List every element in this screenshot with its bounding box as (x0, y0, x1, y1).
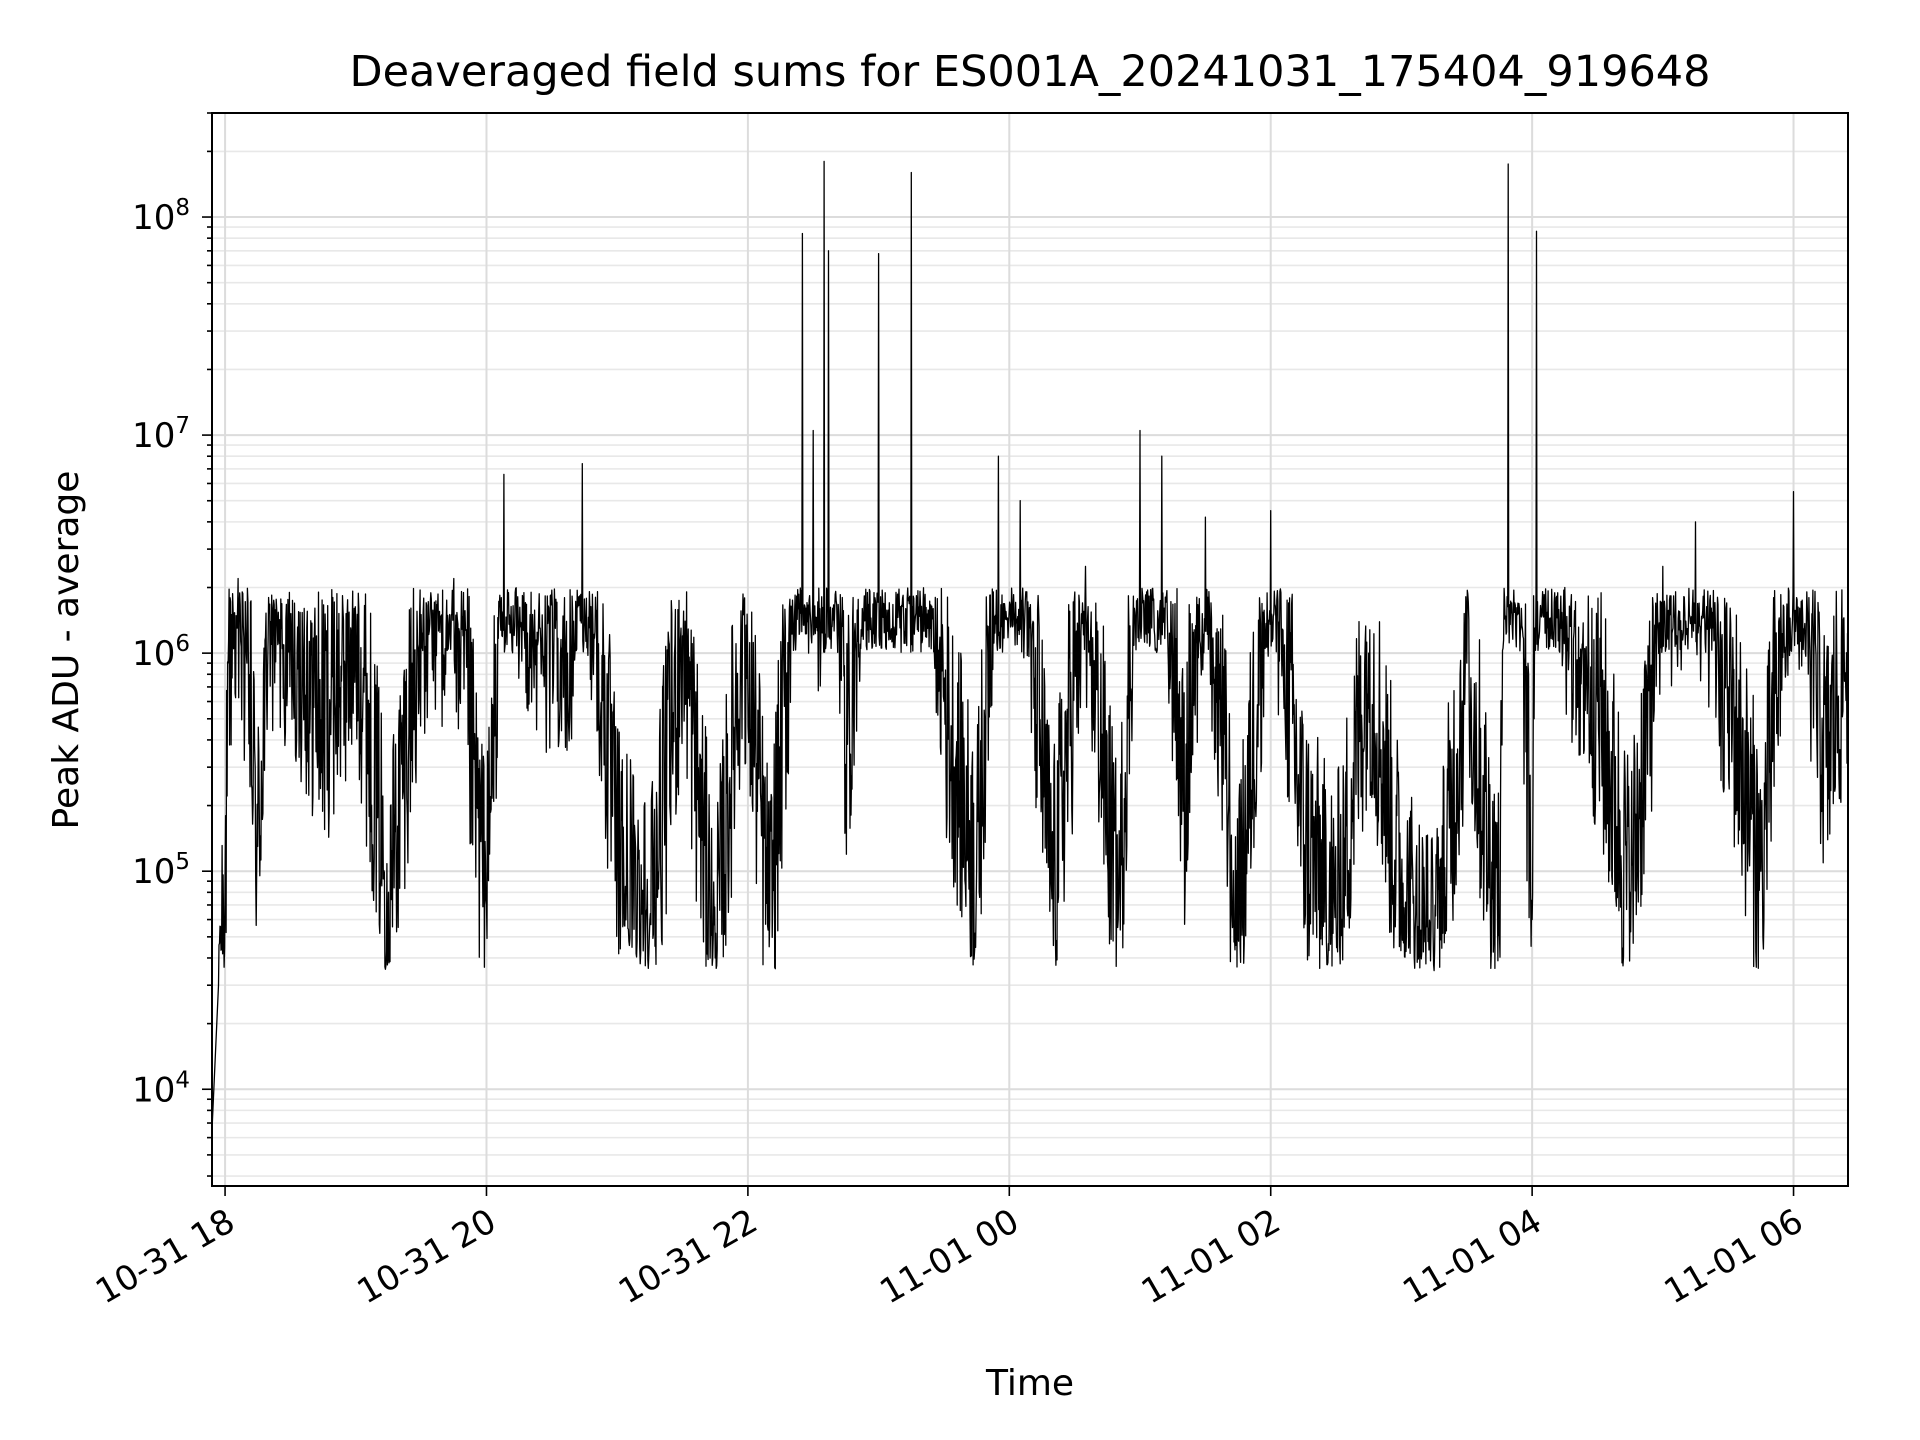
plot-area-frame (211, 112, 1849, 1187)
y-tick-label: 105 (132, 849, 190, 892)
x-axis-label: Time (985, 1363, 1074, 1404)
chart-title: Deaveraged field sums for ES001A_2024103… (349, 47, 1710, 97)
y-axis-label: Peak ADU - average (46, 471, 87, 830)
series-line (211, 160, 1849, 1131)
y-tick-label: 106 (132, 631, 190, 674)
y-tick-label: 108 (132, 195, 190, 238)
series-layer (211, 160, 1849, 1131)
y-axis: 104 105 106 107 108 (132, 112, 212, 1177)
y-tick-label: 104 (132, 1067, 190, 1110)
y-tick-label: 107 (132, 413, 190, 456)
